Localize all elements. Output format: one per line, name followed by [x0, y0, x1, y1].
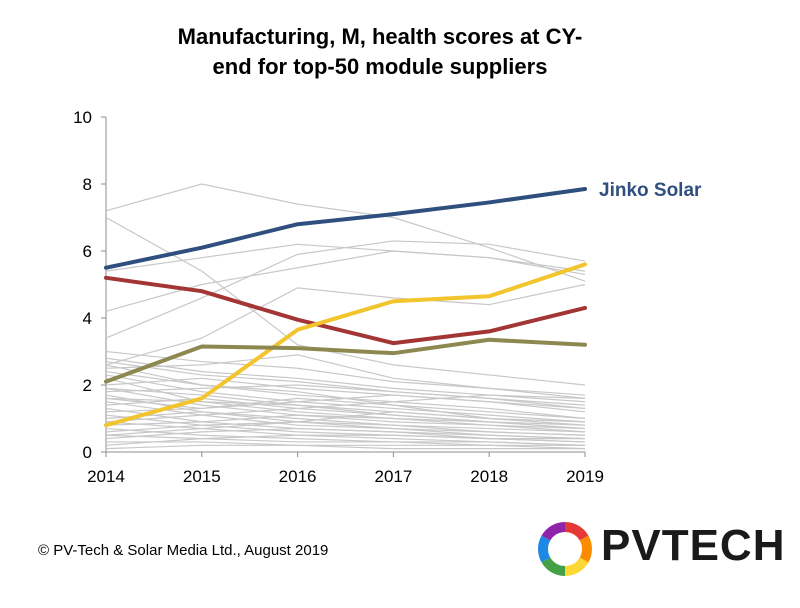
tick-labels: 0 2 4 6 8 10 2014 2015 2016 2017 2018 2019 Jinko Sol…	[73, 108, 702, 486]
series-line-olive	[104, 337, 587, 384]
chart-title: Manufacturing, M, health scores at CY- e…	[80, 22, 680, 82]
x-tick-label: 2018	[470, 467, 508, 486]
pvtech-logo: PVTECH	[533, 515, 786, 585]
axes	[101, 116, 586, 457]
x-tick-label: 2015	[183, 467, 221, 486]
background-series-line	[105, 387, 586, 426]
copyright-text: © PV-Tech & Solar Media Ltd., August 201…	[38, 542, 329, 559]
pvtech-ring-logo-icon	[538, 522, 592, 576]
background-series-line	[105, 283, 586, 366]
y-tick-label: 0	[83, 443, 92, 462]
background-series-line	[105, 250, 586, 312]
y-tick-label: 2	[83, 376, 92, 395]
background-series-line	[105, 444, 585, 450]
x-tick-label: 2014	[87, 467, 125, 486]
series-line-jinko	[104, 187, 587, 270]
background-series-line	[105, 240, 586, 339]
series-line-yellow	[104, 262, 587, 428]
background-series-line	[106, 441, 586, 450]
y-tick-label: 4	[83, 309, 92, 328]
background-series-line	[105, 216, 586, 386]
y-tick-label: 10	[73, 108, 92, 127]
background-series-line	[105, 427, 586, 446]
background-series-line	[105, 427, 586, 440]
background-series-line	[105, 183, 586, 282]
highlighted-series-group	[104, 187, 587, 428]
logo-text: PVTECH	[601, 521, 786, 570]
series-line-red	[104, 275, 587, 346]
chart-title-line-1: Manufacturing, M, health scores at CY-	[177, 24, 583, 49]
background-series-line	[105, 384, 586, 406]
x-tick-label: 2016	[279, 467, 317, 486]
y-tick-label: 6	[83, 242, 92, 261]
background-series-line	[105, 397, 586, 420]
background-series-line	[105, 350, 586, 396]
background-series-line	[105, 394, 586, 423]
series-label-jinko: Jinko Solar	[599, 180, 702, 201]
background-series-group	[105, 183, 586, 450]
background-series-line	[105, 411, 586, 433]
chart-title-line-2: end for top-50 module suppliers	[212, 54, 548, 79]
background-series-line	[105, 421, 586, 436]
x-tick-label: 2017	[374, 467, 412, 486]
background-series-line	[105, 371, 586, 426]
x-tick-label: 2019	[566, 467, 604, 486]
background-series-line	[105, 434, 585, 446]
y-tick-label: 8	[83, 175, 92, 194]
